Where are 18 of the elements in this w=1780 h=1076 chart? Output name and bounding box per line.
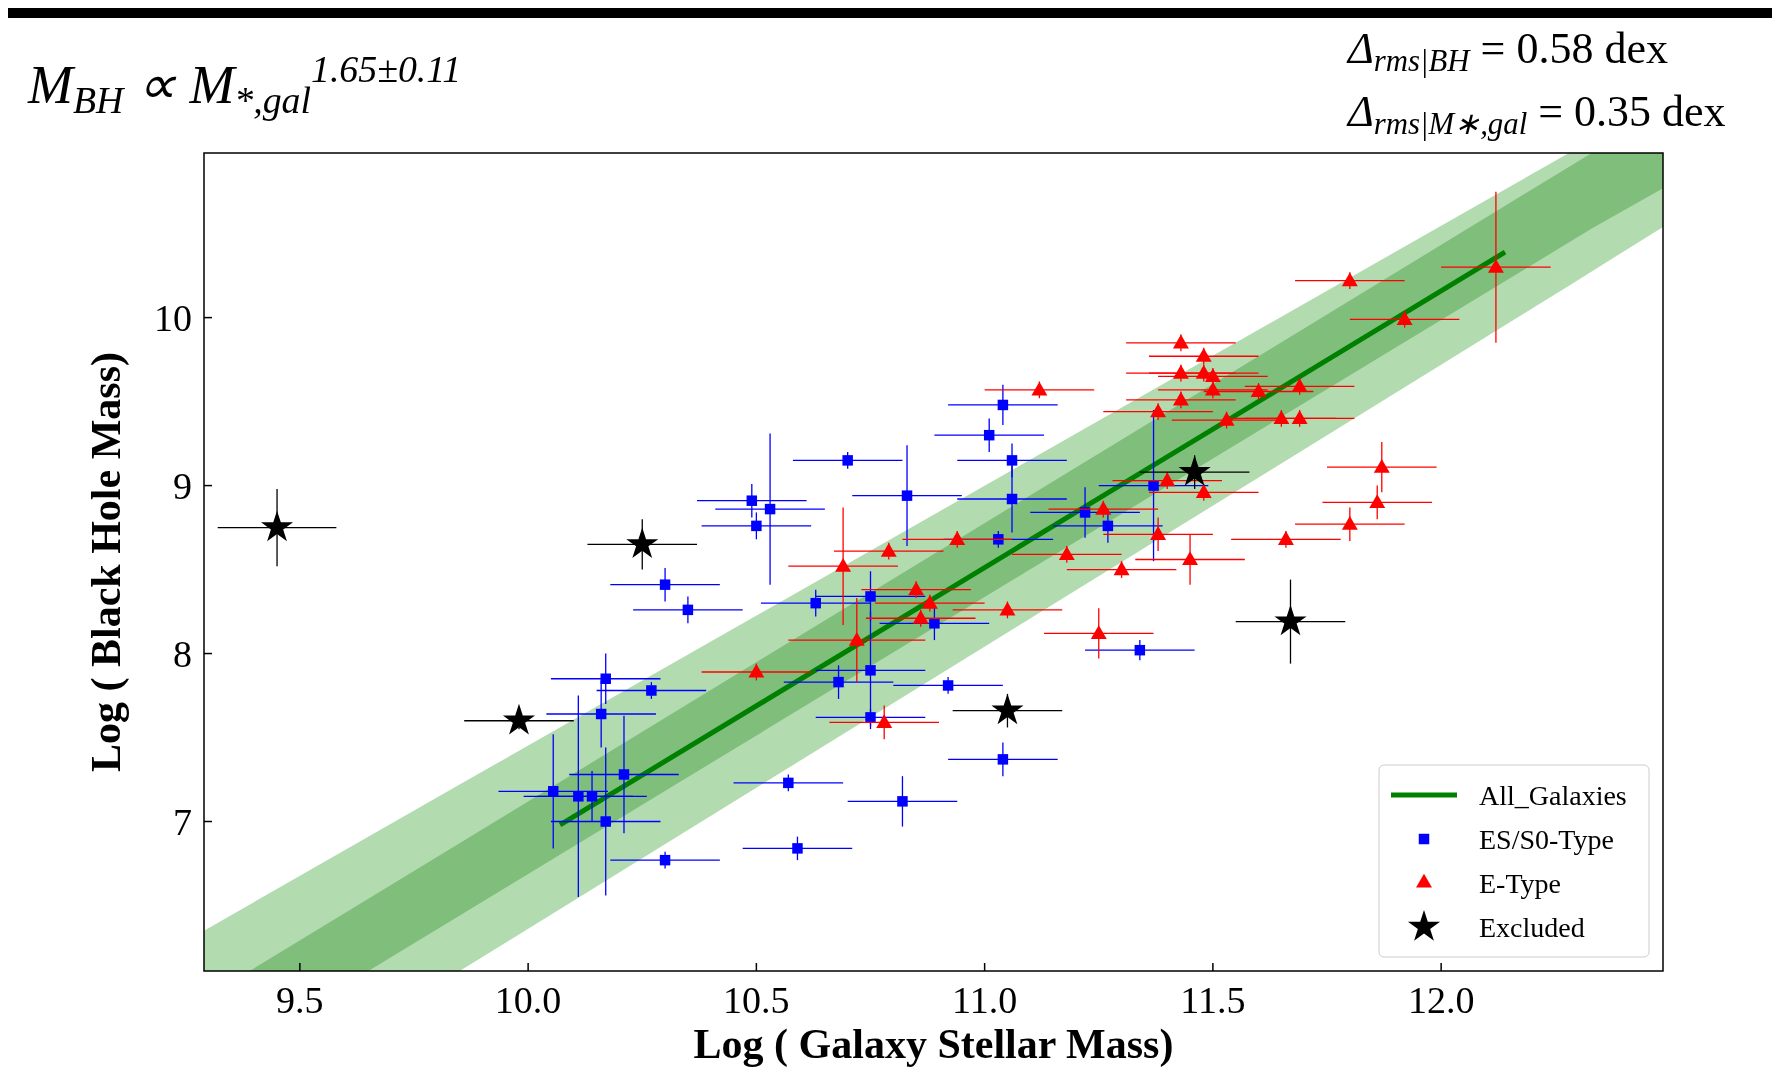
legend-label: All_Galaxies — [1479, 780, 1627, 811]
y-tick-label: 9 — [173, 464, 192, 507]
legend-label: E-Type — [1479, 868, 1562, 899]
y-axis-title: Log ( Black Hole Mass) — [83, 352, 130, 772]
legend-label: ES/S0-Type — [1479, 824, 1614, 855]
y-tick-label: 7 — [173, 800, 192, 843]
x-axis-title: Log ( Galaxy Stellar Mass) — [693, 1021, 1174, 1068]
y-tick-label: 8 — [173, 632, 192, 675]
y-tick-label: 10 — [154, 296, 192, 339]
legend-label: Excluded — [1479, 912, 1585, 943]
x-tick-label: 11.5 — [1180, 979, 1246, 1021]
text: Δ$_{rms|M∗,gal}$ = 0.35 dex — [1346, 87, 1726, 141]
x-tick-label: 9.5 — [276, 979, 324, 1021]
text: Δ$_{rms|BH}$ = 0.58 dex — [1346, 24, 1668, 78]
x-tick-label: 10.5 — [723, 979, 790, 1021]
x-tick-label: 12.0 — [1407, 979, 1475, 1021]
x-tick-label: 10.0 — [494, 979, 562, 1021]
x-tick-label: 11.0 — [952, 979, 1018, 1021]
